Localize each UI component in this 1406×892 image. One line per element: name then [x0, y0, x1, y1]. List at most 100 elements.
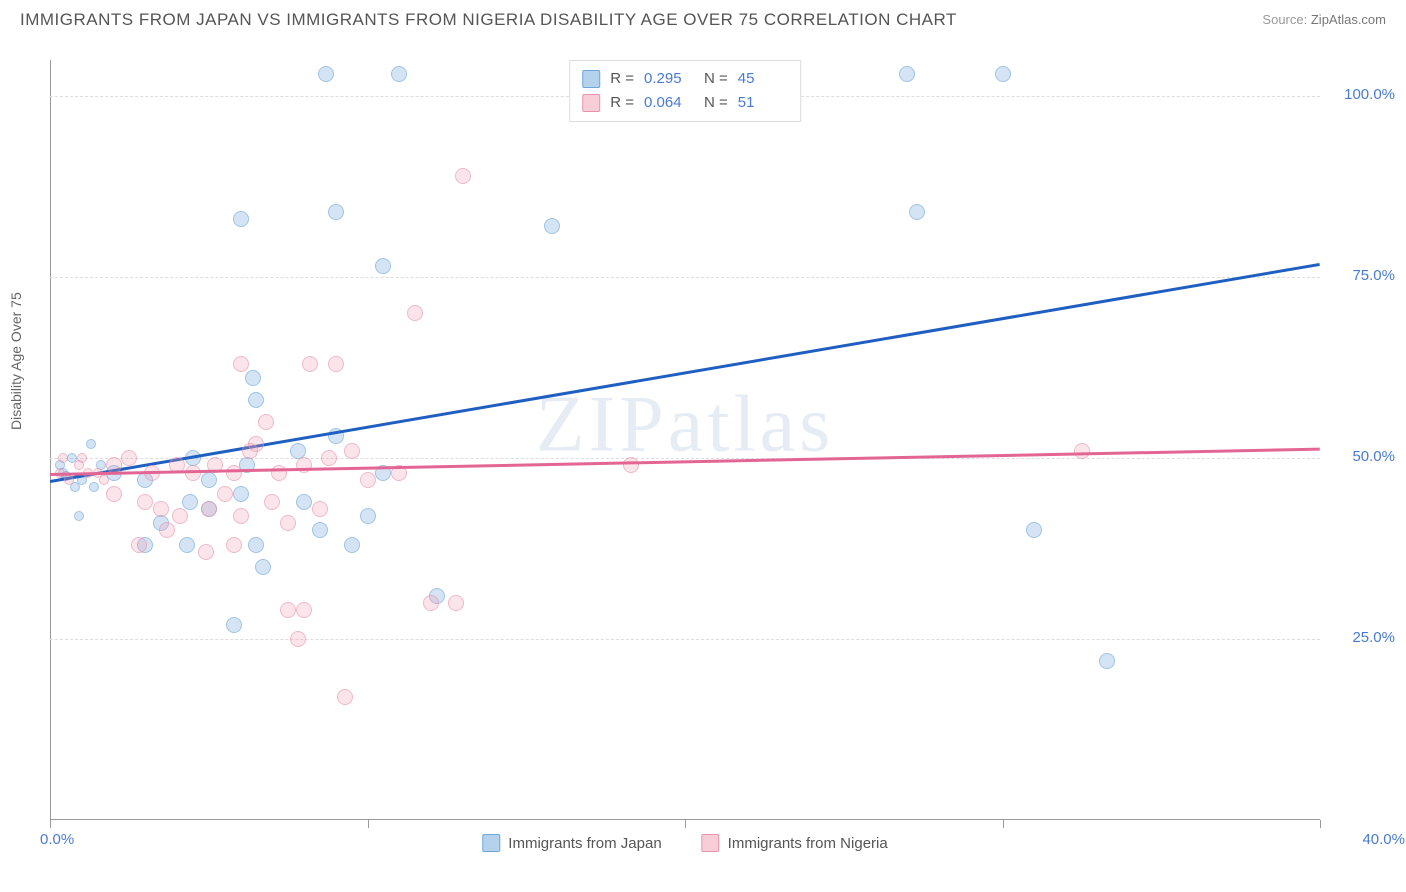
y-tick-label: 50.0% [1352, 448, 1395, 465]
data-point [131, 537, 147, 553]
y-axis-line [50, 60, 51, 820]
data-point [233, 356, 249, 372]
data-point [233, 508, 249, 524]
data-point [455, 168, 471, 184]
gridline [50, 639, 1320, 640]
data-point [1074, 443, 1090, 459]
data-point [302, 356, 318, 372]
data-point [58, 453, 68, 463]
data-point [318, 66, 334, 82]
legend-row: R = 0.064 N = 51 [582, 91, 788, 115]
data-point [995, 66, 1011, 82]
data-point [248, 392, 264, 408]
legend-n-label: N = [704, 91, 728, 115]
data-point [159, 522, 175, 538]
x-tick [50, 820, 51, 828]
data-point [233, 211, 249, 227]
correlation-legend: R = 0.295 N = 45 R = 0.064 N = 51 [569, 60, 801, 122]
data-point [623, 457, 639, 473]
x-min-label: 0.0% [40, 831, 74, 848]
data-point [290, 631, 306, 647]
data-point [137, 494, 153, 510]
data-point [64, 475, 74, 485]
data-point [201, 501, 217, 517]
data-point [423, 595, 439, 611]
y-tick-label: 75.0% [1352, 267, 1395, 284]
data-point [99, 475, 109, 485]
legend-r-label: R = [610, 67, 634, 91]
data-point [153, 501, 169, 517]
legend-item: Immigrants from Japan [482, 834, 661, 852]
legend-swatch [482, 834, 500, 852]
gridline [50, 277, 1320, 278]
y-tick-label: 25.0% [1352, 629, 1395, 646]
source-attribution: Source: ZipAtlas.com [1262, 12, 1386, 27]
x-tick [1003, 820, 1004, 828]
data-point [264, 494, 280, 510]
legend-r-value: 0.295 [644, 67, 694, 91]
legend-n-value: 51 [738, 91, 788, 115]
data-point [201, 472, 217, 488]
data-point [448, 595, 464, 611]
data-point [344, 443, 360, 459]
data-point [198, 544, 214, 560]
data-point [375, 258, 391, 274]
legend-item: Immigrants from Nigeria [702, 834, 888, 852]
legend-swatch [702, 834, 720, 852]
source-label: Source: [1262, 12, 1307, 27]
data-point [248, 436, 264, 452]
data-point [245, 370, 261, 386]
data-point [258, 414, 274, 430]
data-point [74, 460, 84, 470]
data-point [328, 204, 344, 220]
trend-line [50, 263, 1320, 483]
data-point [217, 486, 233, 502]
data-point [1026, 522, 1042, 538]
legend-n-label: N = [704, 67, 728, 91]
data-point [1099, 653, 1115, 669]
data-point [280, 515, 296, 531]
legend-r-value: 0.064 [644, 91, 694, 115]
data-point [909, 204, 925, 220]
data-point [899, 66, 915, 82]
legend-label: Immigrants from Nigeria [728, 835, 888, 852]
data-point [86, 439, 96, 449]
data-point [344, 537, 360, 553]
x-tick [1320, 820, 1321, 828]
data-point [226, 465, 242, 481]
data-point [544, 218, 560, 234]
scatter-chart: ZIPatlas 25.0%50.0%75.0%100.0%0.0%40.0%R… [50, 60, 1320, 820]
data-point [179, 537, 195, 553]
data-point [226, 617, 242, 633]
legend-swatch [582, 70, 600, 88]
x-tick [368, 820, 369, 828]
data-point [74, 511, 84, 521]
source-value: ZipAtlas.com [1311, 12, 1386, 27]
data-point [407, 305, 423, 321]
x-tick [685, 820, 686, 828]
data-point [121, 450, 137, 466]
data-point [89, 482, 99, 492]
y-tick-label: 100.0% [1344, 86, 1395, 103]
data-point [296, 457, 312, 473]
legend-n-value: 45 [738, 67, 788, 91]
data-point [182, 494, 198, 510]
data-point [360, 472, 376, 488]
y-axis-label: Disability Age Over 75 [8, 292, 24, 430]
watermark: ZIPatlas [536, 379, 835, 470]
data-point [271, 465, 287, 481]
data-point [233, 486, 249, 502]
data-point [321, 450, 337, 466]
data-point [296, 602, 312, 618]
data-point [360, 508, 376, 524]
legend-label: Immigrants from Japan [508, 835, 661, 852]
legend-row: R = 0.295 N = 45 [582, 67, 788, 91]
data-point [172, 508, 188, 524]
data-point [248, 537, 264, 553]
legend-swatch [582, 94, 600, 112]
data-point [280, 602, 296, 618]
series-legend: Immigrants from Japan Immigrants from Nig… [482, 834, 887, 852]
data-point [337, 689, 353, 705]
data-point [312, 501, 328, 517]
legend-r-label: R = [610, 91, 634, 115]
